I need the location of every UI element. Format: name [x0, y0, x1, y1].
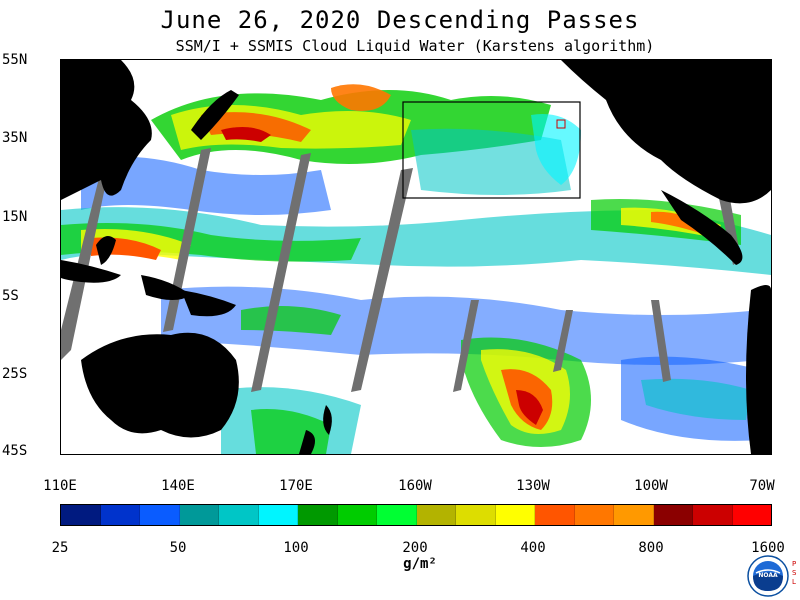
colorbar-swatch	[693, 505, 733, 525]
colorbar-swatch	[535, 505, 575, 525]
lon-label-140e: 140E	[161, 478, 195, 494]
colorbar-swatch	[100, 505, 140, 525]
land-layer	[61, 60, 771, 454]
cloud-liquid-water-map	[60, 59, 772, 455]
map-title: June 26, 2020 Descending Passes	[160, 6, 640, 34]
colorbar-swatch	[456, 505, 496, 525]
colorbar-label-50: 50	[169, 540, 187, 556]
colorbar-swatch	[258, 505, 298, 525]
colorbar-swatch	[377, 505, 417, 525]
colorbar-label-100: 100	[283, 540, 309, 556]
colorbar-swatch	[495, 505, 535, 525]
colorbar-label-200: 200	[402, 540, 428, 556]
red-marker-box	[556, 119, 566, 129]
lat-label-5s: 5S	[2, 288, 19, 304]
map-subtitle: SSM/I + SSMIS Cloud Liquid Water (Karste…	[175, 37, 655, 55]
region-inset-box	[402, 101, 581, 199]
colorbar-swatch	[179, 505, 219, 525]
colorbar-swatch	[416, 505, 456, 525]
lat-label-15n: 15N	[2, 209, 28, 225]
asia-landmass	[61, 60, 152, 200]
lon-label-160w: 160W	[398, 478, 432, 494]
colorbar-label-800: 800	[638, 540, 664, 556]
colorbar-swatch	[574, 505, 614, 525]
lat-label-55n: 55N	[2, 52, 28, 68]
colorbar-swatch	[653, 505, 693, 525]
colorbar-swatch	[61, 505, 101, 525]
colorbar-swatch	[614, 505, 654, 525]
colorbar-swatch	[337, 505, 377, 525]
colorbar-swatch	[732, 505, 771, 525]
color-scale-bar	[60, 504, 772, 526]
lat-label-45s: 45S	[2, 443, 28, 459]
colorbar-label-400: 400	[520, 540, 546, 556]
noaa-logo-text: NOAA	[758, 572, 778, 579]
lat-label-35n: 35N	[2, 130, 28, 146]
lon-label-70w: 70W	[749, 478, 775, 494]
australia-landmass	[81, 332, 239, 438]
units-label: g/m²	[403, 556, 437, 572]
colorbar-swatch	[298, 505, 338, 525]
lon-label-100w: 100W	[634, 478, 668, 494]
lon-label-110e: 110E	[43, 478, 77, 494]
noaa-logo: NOAA	[747, 555, 789, 597]
cloud-field-layer	[61, 84, 771, 454]
lat-label-25s: 25S	[2, 366, 28, 382]
north-america-landmass	[561, 60, 771, 204]
colorbar-label-25: 25	[51, 540, 69, 556]
lon-label-170e: 170E	[279, 478, 313, 494]
colorbar-swatch	[140, 505, 180, 525]
colorbar-swatch	[219, 505, 259, 525]
colorbar-label-1600: 1600	[751, 540, 785, 556]
south-america-landmass	[746, 285, 771, 454]
lon-label-130w: 130W	[516, 478, 550, 494]
map-svg	[61, 60, 771, 454]
